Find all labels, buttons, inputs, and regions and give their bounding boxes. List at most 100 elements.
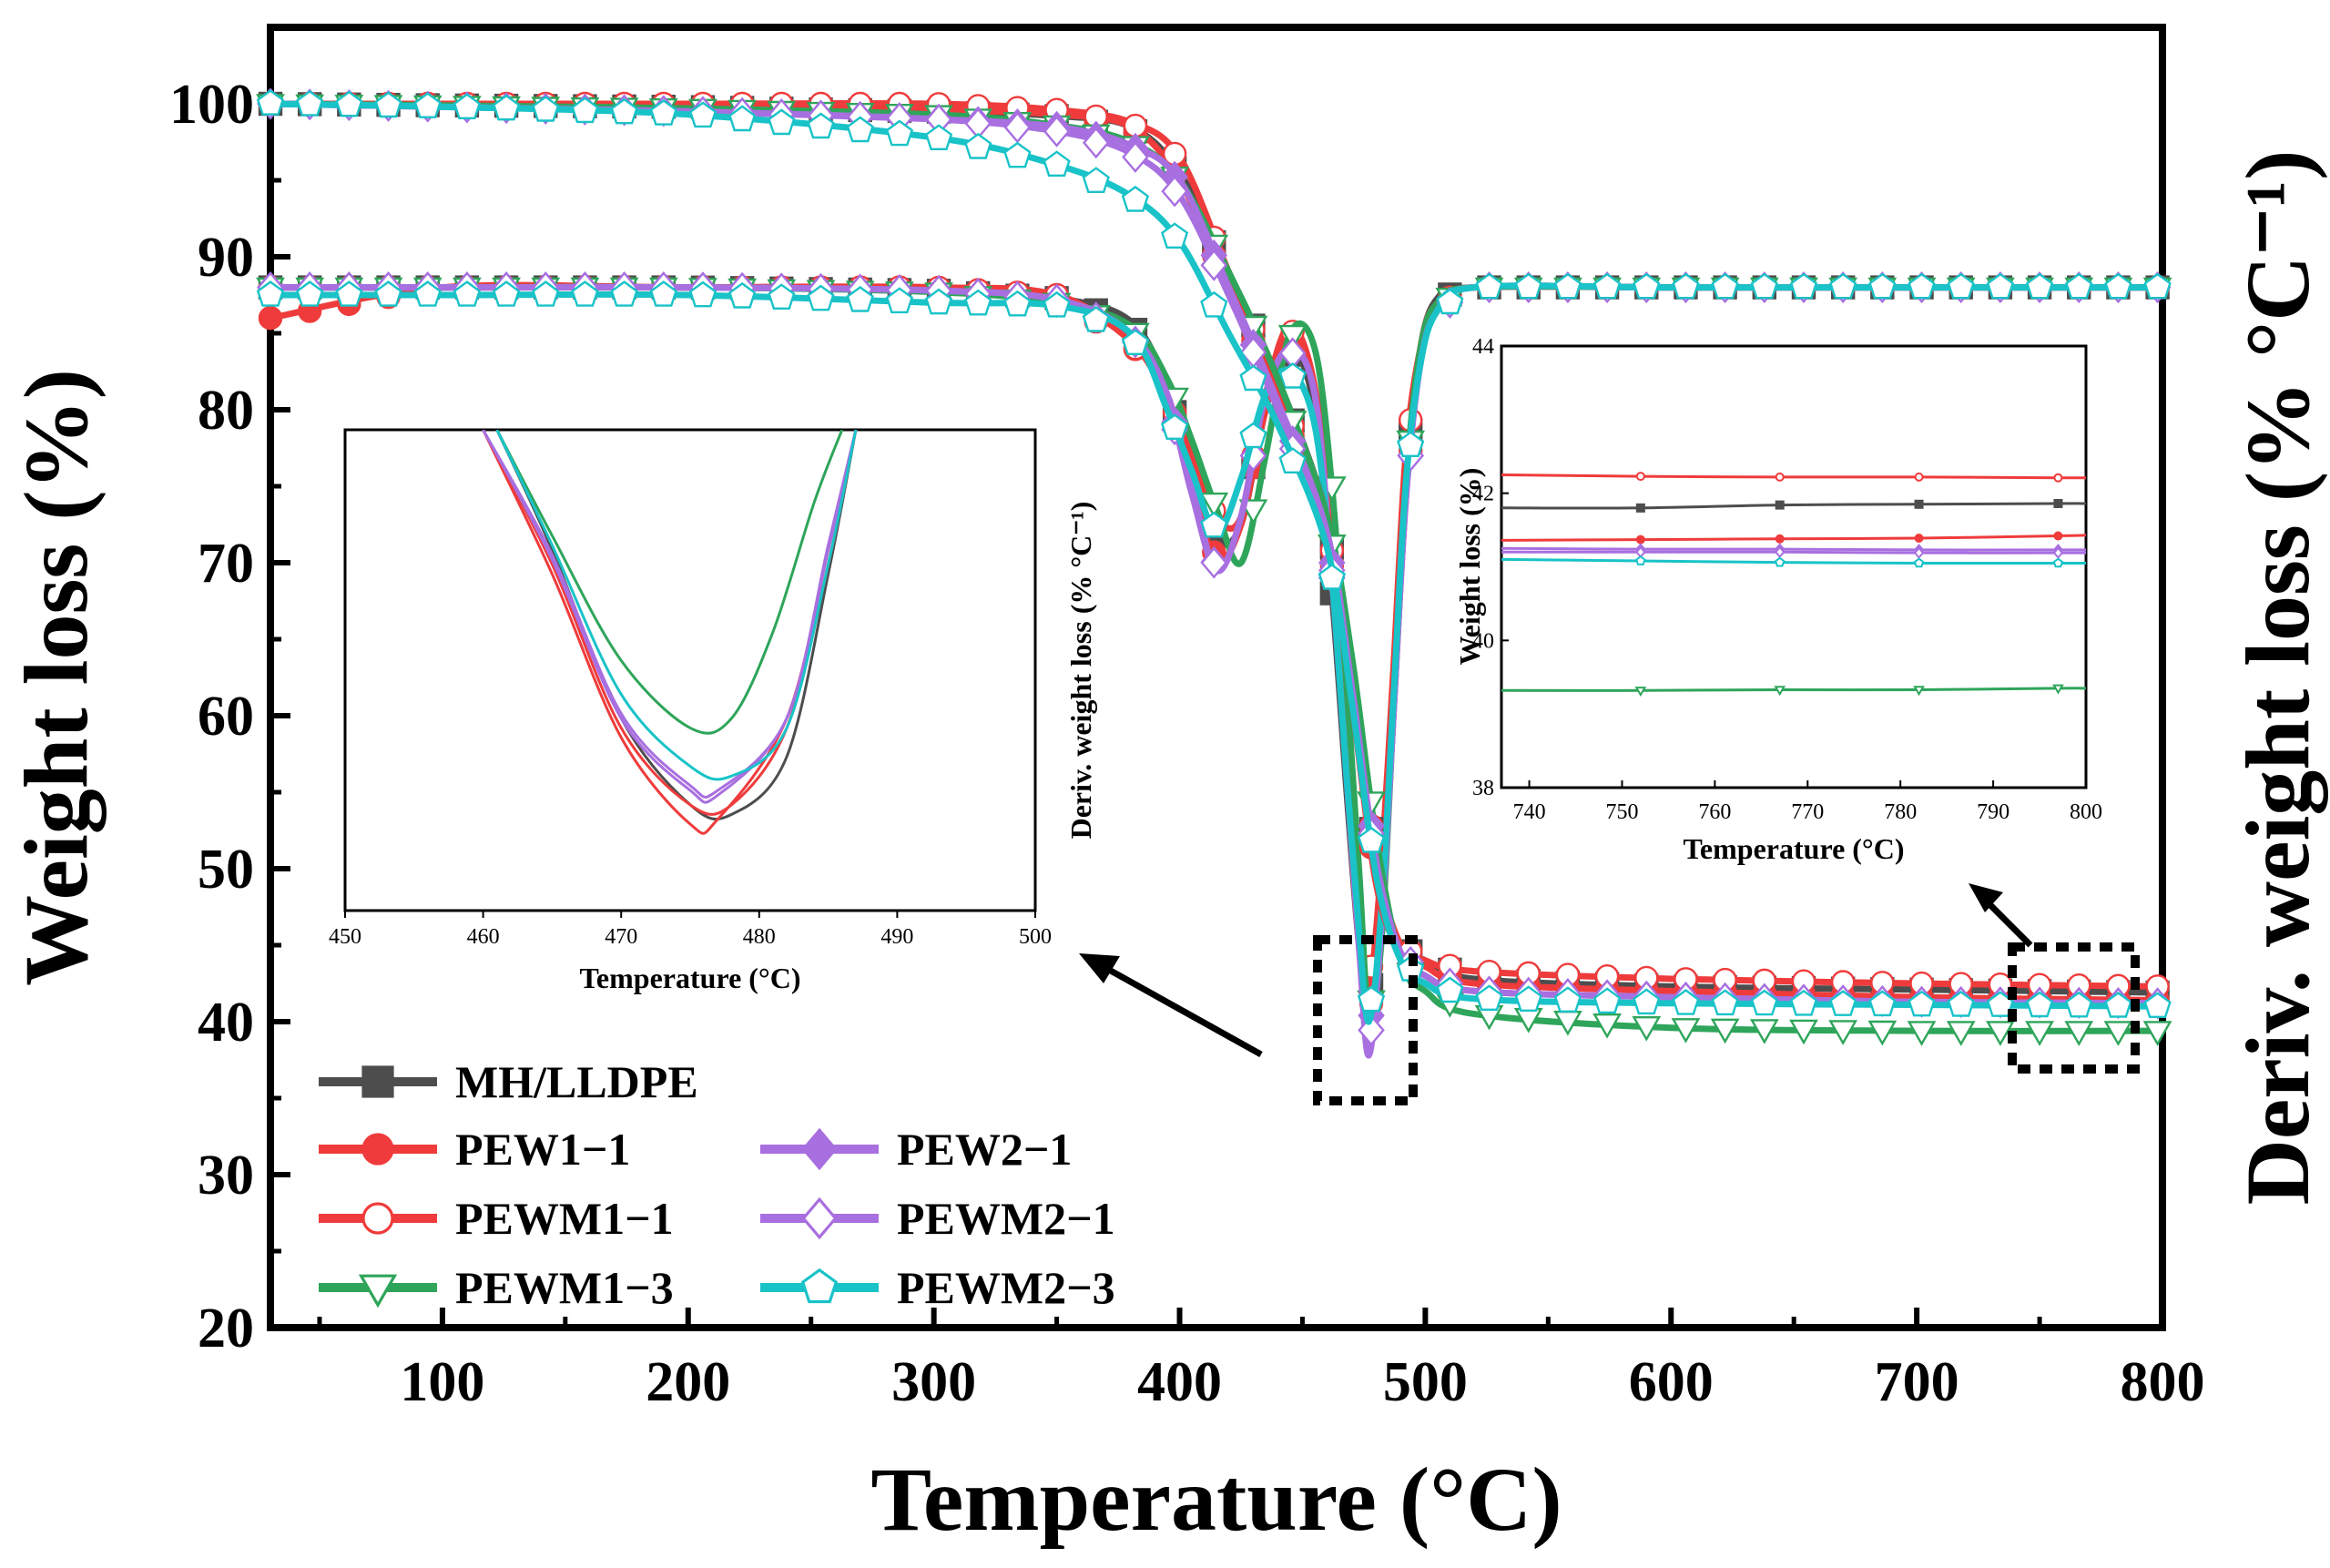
inset-left-line (495, 430, 858, 781)
inset-left-series-pewm1-3 (495, 430, 844, 735)
data-point (1199, 492, 1229, 518)
data-point (1829, 272, 1857, 300)
y-tick-label: 90 (198, 227, 254, 289)
data-point (1633, 272, 1661, 300)
data-point (1633, 988, 1661, 1015)
data-point (1278, 447, 1307, 473)
inset-right-y-tick-label: 44 (1472, 335, 1494, 359)
plot-frame (267, 24, 2166, 1331)
data-point (532, 280, 560, 307)
data-point (610, 280, 638, 307)
data-point (1710, 1018, 1740, 1044)
data-point (1789, 272, 1818, 300)
legend-item: PEWM2−1 (760, 1193, 1115, 1244)
data-point (1239, 422, 1267, 449)
legend-swatch-marker (358, 1274, 398, 1308)
legend-item: MH/LLDPE (319, 1056, 698, 1107)
data-point (1711, 989, 1739, 1016)
data-point (1671, 1018, 1701, 1044)
data-point (1514, 272, 1542, 300)
data-point (1277, 324, 1307, 351)
inset-right-x-tick-label: 780 (1884, 800, 1917, 824)
y2-axis-title: Deriv. weight loss (% °C⁻¹) (2227, 150, 2328, 1206)
data-point (1160, 413, 1189, 440)
data-point (1514, 985, 1542, 1013)
data-point (258, 306, 283, 331)
data-point (1750, 989, 1778, 1016)
inset-right-line (1501, 550, 2086, 555)
data-point (1789, 1019, 1818, 1045)
data-point (1635, 503, 1645, 513)
data-point (885, 119, 914, 147)
inset-right-series-pewm2-3 (1501, 555, 2086, 568)
data-point (1775, 472, 1785, 482)
x-axis-title: Temperature (°C) (870, 1449, 1562, 1550)
data-point (1907, 1021, 1937, 1046)
inset-left-series-mh-lldpe (495, 430, 858, 821)
inset-right-x-tick-label: 760 (1698, 800, 1731, 824)
data-point (1003, 111, 1032, 144)
data-point (1914, 533, 1924, 543)
data-point (1553, 272, 1582, 300)
dtg-series-pewm2-3 (256, 272, 2172, 1025)
legend-item: PEW1−1 (319, 1124, 630, 1175)
data-point (924, 124, 953, 151)
x-tick-label: 800 (2121, 1351, 2205, 1413)
inset-peak-zoom: 450 460 470 480 490 500 Temperature (°C) Deri… (329, 428, 1097, 994)
inset-right-y-tick-label: 38 (1472, 777, 1494, 800)
data-point (1082, 306, 1110, 332)
data-point (1043, 290, 1071, 318)
data-point (296, 89, 324, 117)
data-point (1397, 431, 1425, 457)
data-point (1082, 167, 1110, 194)
data-point (1121, 185, 1150, 212)
inset-left-x-title: Temperature (°C) (580, 962, 801, 994)
data-point (1635, 535, 1645, 545)
data-point (1358, 1013, 1385, 1046)
inset-left-line (482, 430, 858, 799)
data-point (688, 101, 717, 128)
legend-swatch-marker (801, 1196, 838, 1240)
arrow-to-right-inset (1969, 883, 2033, 948)
inset-left-x-tick-label: 500 (1019, 925, 1052, 949)
data-point (1082, 127, 1110, 159)
inset-right-x-tick-label: 750 (1605, 800, 1638, 824)
inset-right-y-tick-label: 42 (1472, 483, 1494, 506)
y-tick-label: 100 (169, 74, 254, 136)
x-tick-label: 200 (646, 1351, 730, 1413)
data-point (1774, 686, 1786, 697)
legend-label: PEWM2−1 (897, 1193, 1115, 1244)
data-point (413, 280, 442, 307)
legend-label: PEWM1−3 (455, 1262, 674, 1313)
data-point (1789, 989, 1818, 1016)
data-point (453, 93, 482, 120)
inset-right-series-pew1-1 (1501, 531, 2087, 545)
x-tick-label: 300 (891, 1351, 976, 1413)
data-point (649, 280, 677, 307)
data-point (1749, 1019, 1779, 1044)
inset-right-x-tick-label: 770 (1791, 800, 1824, 824)
inset-right-line (1501, 473, 2087, 480)
data-point (768, 108, 796, 136)
tga-series-pewm2-3 (256, 89, 2172, 1019)
data-point (2142, 1021, 2172, 1046)
y-tick-label: 60 (198, 686, 254, 748)
data-point (532, 96, 560, 122)
data-point (335, 280, 363, 307)
data-point (1043, 115, 1071, 148)
legend-swatch-marker (361, 1065, 394, 1098)
y-axis-title: Weight loss (%) (5, 369, 107, 986)
data-point (1750, 272, 1778, 300)
inset-left-line (495, 430, 844, 735)
data-point (2053, 498, 2063, 508)
data-point (1043, 150, 1071, 178)
data-point (453, 280, 482, 307)
data-point (413, 92, 442, 118)
dtg-curves (256, 271, 2172, 1059)
data-point (1553, 986, 1582, 1013)
data-point (807, 284, 835, 311)
data-point (2025, 1021, 2054, 1046)
data-point (1672, 272, 1700, 300)
inset-right-line (1501, 502, 2087, 510)
